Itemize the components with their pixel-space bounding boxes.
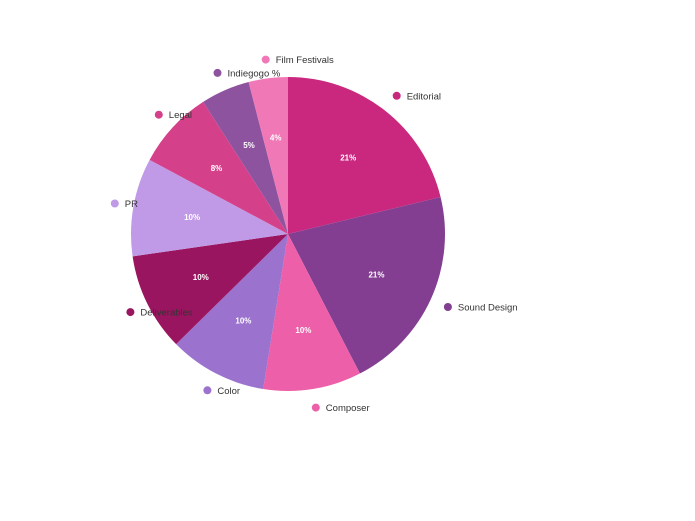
- pie-value-label-indiegogo-pct: 5%: [243, 141, 255, 150]
- pie-slices: [131, 77, 445, 392]
- legend-marker-sound-design: [443, 303, 452, 311]
- pie-value-label-composer: 10%: [295, 326, 311, 335]
- pie-slice-editorial: [288, 77, 441, 234]
- pie-slice-pr: [131, 159, 288, 257]
- legend-marker-composer: [311, 403, 320, 412]
- pie-slice-deliverables: [132, 234, 288, 345]
- pie-legend: Editorial Sound Design Composer Color Delive…: [110, 55, 518, 414]
- pie-slice-composer: [263, 234, 360, 392]
- legend-marker-legal: [154, 110, 163, 119]
- pie-value-labels: 21% 21% 10% 10% 10% 10% 8% 5% 4%: [184, 133, 384, 335]
- legend-marker-pr: [110, 199, 119, 208]
- pie-value-label-legal: 8%: [211, 164, 223, 173]
- legend-marker-editorial: [392, 91, 401, 100]
- legend-label-color: Color: [217, 386, 240, 397]
- legend-label-editorial: Editorial: [407, 91, 441, 102]
- legend-label-deliverables: Deliverables: [140, 308, 193, 319]
- pie-value-label-sound-design: 21%: [368, 270, 384, 279]
- pie-slice-color: [176, 234, 288, 390]
- legend-label-composer: Composer: [326, 403, 370, 414]
- legend-marker-indiegogo-pct: [213, 68, 222, 77]
- legend-marker-deliverables: [126, 308, 135, 317]
- legend-label-pr: PR: [125, 199, 138, 210]
- pie-value-label-color: 10%: [235, 317, 251, 326]
- legend-label-indiegogo-pct: Indiegogo %: [228, 68, 281, 79]
- pie-value-label-pr: 10%: [184, 213, 200, 222]
- pie-value-label-deliverables: 10%: [193, 273, 209, 282]
- pie-value-label-editorial: 21%: [340, 154, 356, 163]
- legend-label-legal: Legal: [169, 110, 192, 121]
- pie-value-label-film-festivals: 4%: [270, 133, 282, 142]
- legend-label-sound-design: Sound Design: [458, 303, 518, 314]
- pie-slice-sound-design: [288, 196, 445, 374]
- pie-slice-legal: [149, 101, 288, 234]
- pie-slice-film-festivals: [248, 77, 288, 234]
- legend-label-film-festivals: Film Festivals: [276, 55, 334, 66]
- pie-slice-indiegogo-pct: [203, 82, 288, 234]
- legend-marker-color: [203, 386, 212, 395]
- legend-marker-film-festivals: [261, 55, 270, 64]
